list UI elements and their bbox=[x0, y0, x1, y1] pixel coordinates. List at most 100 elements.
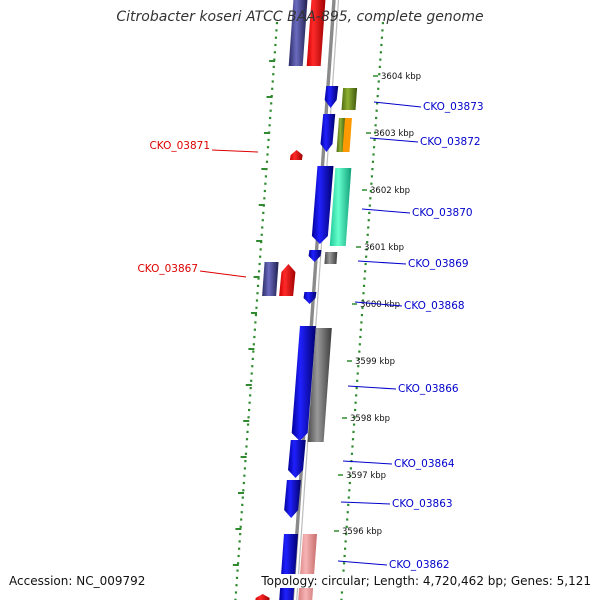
left-dotted-tick bbox=[257, 270, 261, 273]
gene-label-right: CKO_03866 bbox=[398, 383, 459, 395]
right-dotted-tick bbox=[351, 445, 354, 448]
right-dotted-tick bbox=[376, 95, 379, 98]
gene-label-right: CKO_03869 bbox=[408, 258, 469, 270]
right-dotted-tick bbox=[381, 22, 385, 25]
left-dash-tick bbox=[248, 348, 255, 350]
left-dotted-tick bbox=[253, 328, 256, 331]
left-dotted-tick bbox=[261, 226, 264, 229]
gene-03869-gray bbox=[324, 252, 338, 264]
gene-03871-red bbox=[289, 150, 303, 160]
left-dotted-tick bbox=[271, 80, 274, 83]
gene-03867-red bbox=[279, 264, 296, 296]
right-dotted-tick bbox=[344, 540, 347, 543]
left-dotted-tick bbox=[248, 401, 251, 404]
right-dotted-tick bbox=[349, 467, 352, 470]
left-dotted-tick bbox=[244, 460, 247, 463]
right-dotted-tick bbox=[350, 452, 354, 455]
right-dotted-tick bbox=[347, 503, 350, 506]
right-dotted-tick bbox=[358, 343, 361, 346]
left-dotted-tick bbox=[240, 518, 243, 521]
right-dotted-tick bbox=[367, 226, 370, 229]
right-dotted-tick bbox=[346, 511, 349, 514]
scale-tick-label: 3597 kbp bbox=[346, 471, 386, 481]
left-dotted-tick bbox=[246, 430, 249, 433]
right-dotted-tick bbox=[364, 262, 367, 266]
left-dotted-tick bbox=[238, 547, 241, 550]
right-dotted-tick bbox=[381, 29, 384, 32]
left-dotted-tick bbox=[261, 219, 264, 222]
right-dotted-tick bbox=[379, 58, 382, 61]
left-dotted-tick bbox=[274, 36, 278, 39]
left-dash-tick bbox=[263, 132, 270, 134]
left-dotted-tick bbox=[270, 102, 273, 105]
left-dash-tick bbox=[261, 168, 268, 170]
left-dotted-tick bbox=[238, 540, 241, 543]
scale-tick-label: 3602 kbp bbox=[370, 186, 410, 196]
right-dotted-tick bbox=[345, 525, 348, 528]
left-dotted-tick bbox=[271, 87, 274, 90]
gene-label-leader bbox=[373, 101, 422, 108]
right-dotted-tick bbox=[378, 73, 381, 76]
gene-03864-blue bbox=[288, 440, 306, 478]
left-dotted-tick bbox=[241, 496, 244, 499]
right-dotted-tick bbox=[348, 489, 351, 492]
right-dotted-tick bbox=[378, 65, 381, 68]
gene-label-right: CKO_03873 bbox=[423, 101, 484, 113]
scale-tick-label: 3603 kbp bbox=[374, 129, 414, 139]
gene-label-right: CKO_03864 bbox=[394, 458, 455, 470]
gene-label-leader bbox=[354, 301, 403, 307]
left-dotted-tick bbox=[253, 335, 256, 339]
left-dotted-tick bbox=[269, 109, 272, 112]
left-dotted-tick bbox=[240, 511, 243, 514]
gene-label-left: CKO_03867 bbox=[137, 263, 198, 275]
right-dotted-tick bbox=[343, 554, 346, 558]
gene-label-leader bbox=[199, 270, 247, 278]
right-dotted-tick bbox=[365, 255, 368, 258]
scale-tick-label: 3600 kbp bbox=[360, 300, 400, 310]
left-dotted-tick bbox=[272, 73, 275, 76]
gene-03863-blue bbox=[284, 480, 301, 518]
right-dotted-tick bbox=[355, 387, 358, 390]
right-dotted-tick bbox=[358, 350, 361, 353]
right-dotted-tick bbox=[360, 321, 363, 324]
gene-label-right: CKO_03872 bbox=[420, 136, 481, 148]
right-dotted-tick bbox=[377, 80, 380, 83]
gene-03862-blue bbox=[279, 534, 298, 600]
gene-features-layer bbox=[255, 0, 358, 602]
map-title: Citrobacter koseri ATCC BAA-895, complet… bbox=[116, 9, 484, 25]
right-dotted-tick bbox=[366, 241, 369, 244]
right-dotted-tick bbox=[359, 335, 362, 339]
gene-03868-blue bbox=[303, 292, 317, 304]
left-dotted-tick bbox=[267, 138, 270, 141]
gene-label-left: CKO_03871 bbox=[149, 140, 210, 152]
gene-label-leader bbox=[337, 560, 388, 566]
right-dotted-tick bbox=[353, 408, 357, 412]
left-dotted-tick bbox=[243, 467, 246, 470]
left-dotted-tick bbox=[250, 372, 253, 375]
left-dotted-tick bbox=[263, 189, 266, 193]
left-dotted-tick bbox=[275, 29, 278, 32]
right-dotted-tick bbox=[368, 211, 371, 214]
right-dotted-tick bbox=[353, 416, 356, 419]
left-dash-tick bbox=[240, 456, 247, 458]
gene-label-leader bbox=[340, 501, 391, 505]
left-dotted-tick bbox=[239, 525, 242, 528]
left-dotted-tick bbox=[264, 175, 268, 178]
right-dotted-tick bbox=[362, 284, 366, 287]
right-dotted-tick bbox=[380, 36, 384, 39]
left-dotted-tick bbox=[260, 233, 263, 236]
left-dotted-tick bbox=[246, 423, 250, 426]
left-dash-tick bbox=[232, 564, 239, 566]
left-dash-tick bbox=[235, 528, 242, 530]
right-dotted-tick bbox=[348, 481, 351, 485]
left-dotted-tick bbox=[235, 576, 239, 579]
left-dotted-tick bbox=[252, 343, 255, 346]
left-dotted-tick bbox=[241, 503, 244, 506]
right-dotted-tick bbox=[352, 430, 355, 433]
gene-label-right: CKO_03868 bbox=[404, 300, 465, 312]
right-dotted-tick bbox=[359, 328, 362, 331]
right-dotted-tick bbox=[347, 496, 350, 499]
right-dotted-tick bbox=[349, 474, 352, 477]
left-dotted-tick bbox=[262, 211, 265, 214]
